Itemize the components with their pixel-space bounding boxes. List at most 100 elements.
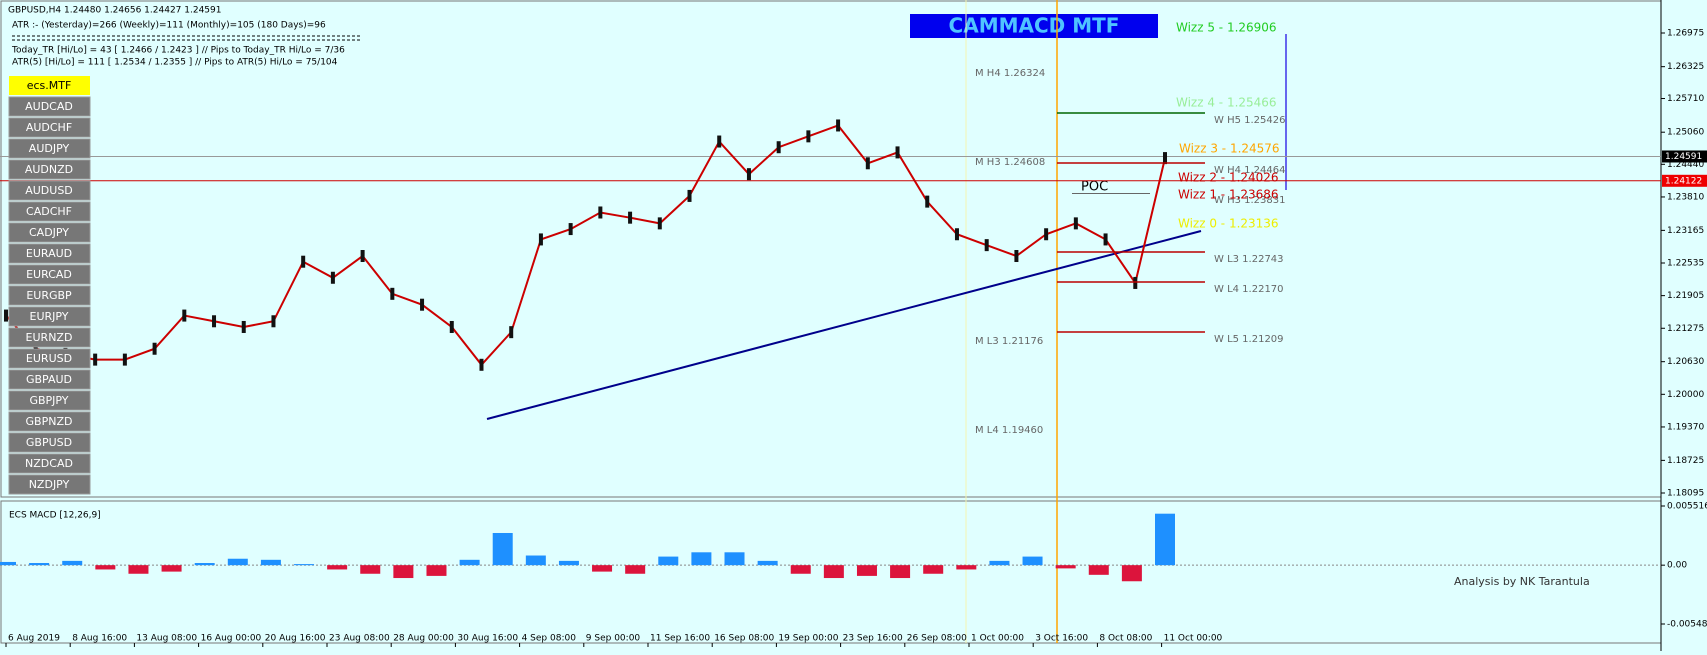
candle — [776, 141, 781, 154]
candle — [1014, 250, 1019, 263]
candle — [717, 135, 722, 148]
symbol-button[interactable] — [8, 411, 91, 432]
price-tick-label: 1.26325 — [1667, 62, 1704, 72]
symbol-label[interactable]: NZDCAD — [25, 457, 73, 470]
candle — [895, 146, 900, 159]
symbol-button[interactable] — [8, 201, 91, 222]
macd-bar — [1022, 556, 1043, 566]
symbol-button[interactable] — [8, 285, 91, 306]
price-tick-label: 1.21905 — [1667, 291, 1704, 301]
symbol-button[interactable] — [8, 96, 91, 117]
price-tick-label: 1.18725 — [1667, 456, 1704, 466]
time-label: 28 Aug 00:00 — [393, 634, 454, 644]
price-tick-label: 1.23810 — [1667, 192, 1704, 202]
symbol-button[interactable] — [8, 264, 91, 285]
symbol-button[interactable] — [8, 222, 91, 243]
level-label: M L3 1.21176 — [975, 336, 1043, 347]
marker-label: 1.24122 — [1665, 176, 1702, 186]
symbol-label[interactable]: EURUSD — [26, 352, 72, 365]
symbol-label[interactable]: CADJPY — [29, 226, 69, 239]
active-button-label[interactable]: ecs.MTF — [27, 79, 72, 92]
symbol-button[interactable] — [8, 180, 91, 201]
candle — [598, 206, 603, 219]
candle — [152, 342, 157, 355]
macd-bar — [625, 565, 646, 574]
symbol-label[interactable]: AUDJPY — [29, 142, 70, 155]
candle — [122, 353, 127, 366]
level-label: M H4 1.26324 — [975, 68, 1045, 79]
level-label: M L4 1.19460 — [975, 425, 1043, 436]
symbol-button[interactable] — [8, 306, 91, 327]
macd-bar — [956, 565, 977, 570]
symbol-label[interactable]: EURAUD — [26, 247, 72, 260]
macd-bar — [0, 561, 16, 566]
candle — [301, 255, 306, 268]
price-line — [5, 124, 1166, 367]
today-line: Today_TR [Hi/Lo] = 43 [ 1.2466 / 1.2423 … — [11, 46, 345, 56]
level-label: M H3 1.24608 — [975, 157, 1045, 168]
symbol-label[interactable]: GBPAUD — [26, 373, 72, 386]
symbol-label[interactable]: AUDCHF — [26, 121, 72, 134]
candle — [1073, 217, 1078, 230]
symbol-button[interactable] — [8, 117, 91, 138]
macd-name: ECS MACD [12,26,9] — [9, 511, 101, 521]
time-label: 4 Sep 08:00 — [522, 634, 577, 644]
candle — [568, 223, 573, 236]
macd-bar — [890, 565, 911, 579]
wizz-label: Wizz 0 - 1.23136 — [1178, 217, 1279, 231]
macd-bar — [525, 555, 546, 566]
symbol-label[interactable]: AUDUSD — [25, 184, 73, 197]
symbol-label[interactable]: GBPNZD — [26, 415, 73, 428]
level-label: W H3 1.23831 — [1214, 195, 1285, 206]
symbol-label[interactable]: AUDNZD — [25, 163, 73, 176]
macd-bar — [95, 565, 116, 570]
symbol-button[interactable] — [8, 390, 91, 411]
price-tick-label: 1.22535 — [1667, 259, 1704, 269]
symbol-label[interactable]: NZDJPY — [29, 478, 70, 491]
symbol-button[interactable] — [8, 348, 91, 369]
time-label: 11 Sep 16:00 — [650, 634, 710, 644]
macd-tick-label: 0.00 — [1667, 561, 1687, 571]
level-label: W H5 1.25426 — [1214, 115, 1285, 126]
symbol-label[interactable]: AUDCAD — [25, 100, 73, 113]
level-label: W L4 1.22170 — [1214, 284, 1284, 295]
symbol-button[interactable] — [8, 327, 91, 348]
macd-bar — [260, 559, 281, 566]
macd-tick-label: 0.0055168 — [1667, 502, 1707, 512]
active-button[interactable] — [9, 76, 90, 95]
poc-label: POC — [1081, 180, 1108, 195]
symbol-label[interactable]: EURGBP — [26, 289, 72, 302]
symbol-label[interactable]: CADCHF — [26, 205, 72, 218]
symbol-label[interactable]: EURCAD — [26, 268, 72, 281]
candle — [449, 320, 454, 333]
current-price-label: 1.24591 — [1665, 152, 1702, 162]
symbol-button[interactable] — [8, 243, 91, 264]
macd-bar — [128, 565, 149, 574]
symbol-button[interactable] — [8, 453, 91, 474]
candle — [954, 228, 959, 241]
symbol-button[interactable] — [8, 159, 91, 180]
candle — [271, 315, 276, 328]
level-label: W H4 1.24464 — [1214, 165, 1285, 176]
time-label: 23 Sep 16:00 — [843, 634, 903, 644]
candle — [687, 189, 692, 202]
symbol-label[interactable]: EURJPY — [30, 310, 69, 323]
wizz-label: Wizz 1 - 1.23686 — [1178, 188, 1279, 202]
candle — [420, 298, 425, 311]
candle — [836, 119, 841, 132]
candle — [1163, 152, 1167, 165]
symbol-button[interactable] — [8, 369, 91, 390]
symbol-button[interactable] — [8, 432, 91, 453]
symbol-button[interactable] — [8, 138, 91, 159]
time-label: 20 Aug 16:00 — [265, 634, 326, 644]
symbol-button[interactable] — [8, 474, 91, 495]
macd-bar — [62, 560, 83, 566]
candle — [925, 195, 930, 208]
symbol-label[interactable]: GBPJPY — [29, 394, 68, 407]
macd-tick-label: -0.005485 — [1667, 620, 1707, 630]
symbol-label[interactable]: GBPUSD — [26, 436, 72, 449]
symbol-label[interactable]: EURNZD — [26, 331, 73, 344]
time-label: 23 Aug 08:00 — [329, 634, 390, 644]
macd-bar — [856, 565, 877, 576]
macd-bar — [294, 564, 315, 566]
